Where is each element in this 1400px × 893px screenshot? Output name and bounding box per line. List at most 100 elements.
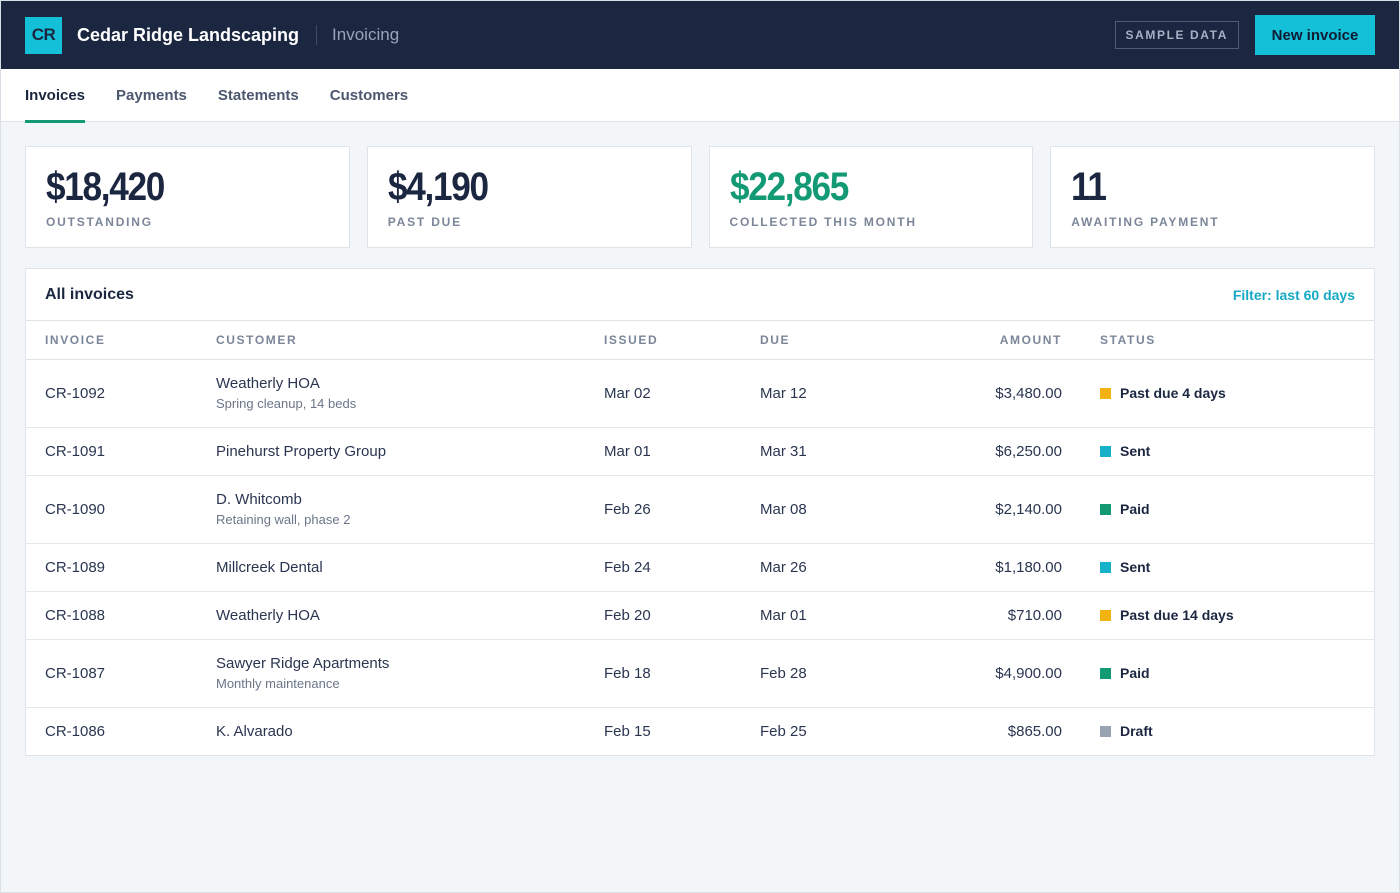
issued-date: Feb 18: [604, 639, 760, 708]
customer-cell: Pinehurst Property Group: [216, 427, 604, 476]
invoice-note: Retaining wall, phase 2: [216, 512, 351, 527]
tab-customers[interactable]: Customers: [329, 87, 409, 104]
header-divider: [316, 25, 318, 45]
invoice-id: CR-1088: [26, 591, 216, 640]
customer-name: Weatherly HOA: [216, 606, 320, 624]
filter-link[interactable]: Filter: last 60 days: [1232, 286, 1355, 303]
column-header-customer[interactable]: CUSTOMER: [216, 321, 604, 360]
invoices-panel: All invoices Filter: last 60 days INVOIC…: [25, 268, 1375, 756]
status-dot-icon: [1100, 387, 1111, 399]
status-cell: Paid: [1100, 475, 1374, 544]
table-row[interactable]: CR-1092 Weatherly HOA Spring cleanup, 14 b…: [26, 359, 1374, 428]
status-cell: Past due 4 days: [1100, 359, 1374, 428]
status-label: Sent: [1120, 559, 1151, 575]
tab-statements[interactable]: Statements: [217, 87, 299, 104]
issued-date: Feb 15: [604, 722, 651, 740]
sample-data-badge: SAMPLE DATA: [1114, 21, 1239, 49]
invoice-amount: $6,250.00: [900, 427, 1100, 476]
panel-title: All invoices: [45, 285, 134, 303]
customer-name: Pinehurst Property Group: [216, 442, 387, 460]
tab-invoices[interactable]: Invoices: [25, 69, 86, 123]
status-badge: Paid: [1100, 501, 1374, 517]
status-badge: Past due 4 days: [1100, 385, 1374, 401]
status-cell: Paid: [1100, 639, 1374, 708]
stat-value: $18,420: [46, 165, 165, 209]
status-label: Paid: [1120, 501, 1150, 517]
invoice-id: CR-1086: [45, 722, 106, 740]
status-badge: Past due 14 days: [1100, 607, 1374, 623]
status-badge: Sent: [1100, 443, 1374, 459]
due-date: Mar 31: [760, 427, 900, 476]
invoice-amount: $3,480.00: [900, 359, 1100, 428]
status-badge: Sent: [1100, 559, 1374, 575]
status-dot-icon: [1100, 561, 1111, 573]
column-header-status[interactable]: STATUS: [1100, 321, 1374, 360]
status-cell: Draft: [1100, 707, 1374, 755]
new-invoice-button[interactable]: New invoice: [1255, 15, 1375, 55]
issued-date: Feb 24: [604, 543, 760, 592]
column-header-issued[interactable]: ISSUED: [604, 321, 760, 360]
invoice-id: CR-1091: [26, 427, 216, 476]
invoice-id: CR-1092: [26, 359, 216, 428]
stat-cards: $18,420 OUTSTANDING $4,190 PAST DUE $22,…: [1, 122, 1399, 248]
invoice-id: CR-1087: [26, 639, 216, 708]
invoice-amount: $710.00: [900, 591, 1100, 640]
invoice-id: CR-1090: [26, 475, 216, 544]
stat-label: AWAITING PAYMENT: [1071, 215, 1220, 229]
table-row[interactable]: CR-1086 K. Alvarado Feb 15 Feb 25 $865.00 Dra…: [26, 707, 1374, 755]
status-label: Past due 4 days: [1120, 385, 1226, 401]
panel-header: All invoices Filter: last 60 days: [26, 269, 1374, 321]
due-date: Mar 08: [760, 475, 900, 544]
customer-cell: Millcreek Dental: [216, 543, 604, 592]
status-dot-icon: [1100, 445, 1111, 457]
invoice-note: Monthly maintenance: [216, 676, 340, 691]
table-row[interactable]: CR-1089 Millcreek Dental Feb 24 Mar 26 $1,18…: [26, 543, 1374, 592]
table-row[interactable]: CR-1087 Sawyer Ridge Apartments Monthly ma…: [26, 639, 1374, 708]
customer-cell: Weatherly HOA Spring cleanup, 14 beds: [216, 359, 604, 428]
invoice-amount: $2,140.00: [900, 475, 1100, 544]
invoices-table: INVOICE CUSTOMER ISSUED DUE AMOUNT STATU…: [26, 321, 1374, 755]
status-cell: Past due 14 days: [1100, 591, 1374, 640]
issued-date: Mar 01: [604, 427, 760, 476]
column-header-due[interactable]: DUE: [760, 321, 900, 360]
column-header-invoice[interactable]: INVOICE: [26, 321, 216, 360]
issued-date: Mar 02: [604, 359, 760, 428]
company-name: Cedar Ridge Landscaping: [77, 24, 300, 45]
status-label: Sent: [1120, 443, 1151, 459]
stat-label: COLLECTED THIS MONTH: [729, 215, 917, 229]
column-header-amount[interactable]: AMOUNT: [900, 321, 1100, 360]
issued-date: Feb 20: [604, 591, 760, 640]
stat-value: 11: [1071, 165, 1107, 209]
customer-name: Sawyer Ridge Apartments: [216, 655, 390, 672]
table-row[interactable]: CR-1091 Pinehurst Property Group Mar 01 Mar…: [26, 427, 1374, 476]
table-header-row: INVOICE CUSTOMER ISSUED DUE AMOUNT STATU…: [26, 321, 1374, 360]
stat-label: OUTSTANDING: [46, 215, 153, 229]
customer-cell: Weatherly HOA: [216, 591, 604, 640]
issued-date: Feb 26: [604, 475, 760, 544]
due-date: Mar 26: [760, 543, 900, 592]
invoice-note: Spring cleanup, 14 beds: [216, 396, 357, 411]
top-bar: CR Cedar Ridge Landscaping Invoicing SAM…: [1, 1, 1399, 69]
customer-name: K. Alvarado: [216, 722, 293, 740]
table-row[interactable]: CR-1090 D. Whitcomb Retaining wall, phase …: [26, 475, 1374, 544]
tab-payments[interactable]: Payments: [116, 87, 187, 104]
status-dot-icon: [1100, 725, 1111, 737]
due-date: Feb 25: [760, 722, 807, 740]
status-badge: Paid: [1100, 665, 1374, 681]
stat-label: PAST DUE: [387, 215, 462, 229]
due-date: Feb 28: [760, 639, 900, 708]
status-dot-icon: [1100, 503, 1111, 515]
company-logo: CR: [25, 16, 62, 54]
status-cell: Sent: [1100, 543, 1374, 592]
customer-name: D. Whitcomb: [216, 491, 302, 508]
status-label: Past due 14 days: [1120, 607, 1234, 623]
status-label: Paid: [1120, 665, 1150, 681]
invoice-rows: CR-1092 Weatherly HOA Spring cleanup, 14 b…: [26, 359, 1374, 755]
stat-card-past-due: $4,190 PAST DUE: [366, 146, 692, 248]
table-row[interactable]: CR-1088 Weatherly HOA Feb 20 Mar 01 $710.00 P…: [26, 591, 1374, 640]
stat-card-awaiting: 11 AWAITING PAYMENT: [1050, 146, 1375, 248]
customer-cell: K. Alvarado: [216, 707, 604, 755]
status-badge: Draft: [1100, 723, 1374, 739]
invoice-amount: $865.00: [1007, 722, 1062, 740]
